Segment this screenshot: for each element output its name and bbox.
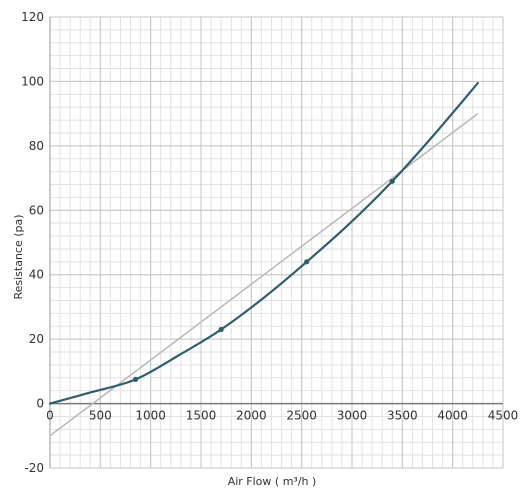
series-layer [48,81,479,437]
y-tick-label: 0 [36,397,44,411]
x-tick-label: 4000 [437,409,468,423]
data-point [389,178,395,184]
y-tick-label: 60 [29,203,44,217]
data-point [132,376,139,383]
tick-labels: 0 500 1000 1500 2000 2500 3000 3500 4000 4500 -20 0… [21,10,518,475]
y-tick-label: 120 [21,10,44,24]
y-tick-label: 40 [29,268,44,282]
grid [49,16,504,469]
x-tick-label: 1500 [186,409,217,423]
x-tick-label: 1000 [135,409,166,423]
x-tick-label: 2000 [236,409,267,423]
y-tick-label: 100 [21,74,44,88]
y-axis-title: Resistance (pa) [12,214,25,299]
y-tick-label: -20 [24,461,44,475]
x-tick-label: 2500 [286,409,317,423]
data-point [218,326,224,333]
x-tick-label: 3000 [337,409,368,423]
y-tick-label: 20 [29,332,44,346]
resistance-curve [48,81,479,405]
x-tick-label: 3500 [387,409,418,423]
data-point [304,259,310,265]
x-tick-label: 0 [46,409,54,423]
y-tick-label: 80 [29,139,44,153]
x-tick-label: 500 [89,409,112,423]
x-tick-label: 4500 [488,409,519,423]
x-axis-title: Air Flow ( m³/h ) [228,475,317,488]
